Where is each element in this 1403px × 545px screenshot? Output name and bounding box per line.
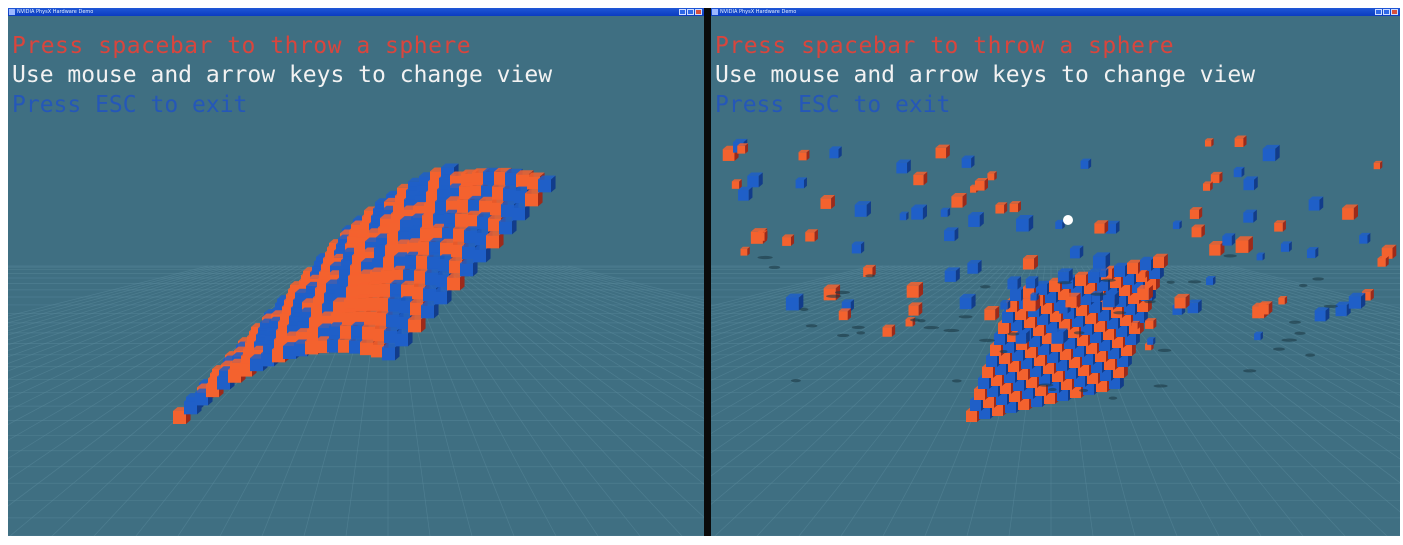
hud-spacebar-hint: Press spacebar to throw a sphere — [715, 33, 1175, 59]
minimize-button[interactable] — [1375, 9, 1382, 15]
window-title: NVIDIA PhysX Hardware Demo — [720, 9, 797, 15]
thrown-sphere — [1063, 215, 1073, 225]
cube-block — [966, 253, 1168, 422]
hud-exit-hint: Press ESC to exit — [12, 92, 248, 118]
hud-spacebar-hint: Press spacebar to throw a sphere — [12, 33, 472, 59]
title-bar[interactable]: NVIDIA PhysX Hardware Demo — [8, 8, 704, 16]
hud-view-hint: Use mouse and arrow keys to change view — [12, 62, 553, 88]
demo-window-left[interactable]: NVIDIA PhysX Hardware Demo Press spaceba… — [8, 8, 704, 536]
close-button[interactable] — [695, 9, 702, 15]
window-title: NVIDIA PhysX Hardware Demo — [17, 9, 94, 15]
minimize-button[interactable] — [679, 9, 686, 15]
window-controls — [679, 9, 702, 15]
cube-wall — [173, 163, 556, 424]
scene-view-exploding-wall[interactable] — [711, 16, 1400, 536]
hud-exit-hint: Press ESC to exit — [715, 92, 951, 118]
window-divider — [704, 8, 711, 536]
app-icon — [712, 9, 718, 15]
demo-window-right[interactable]: NVIDIA PhysX Hardware Demo Press spaceba… — [711, 8, 1400, 536]
app-icon — [9, 9, 15, 15]
maximize-button[interactable] — [687, 9, 694, 15]
hud-view-hint: Use mouse and arrow keys to change view — [715, 62, 1256, 88]
scene-view-intact-wall[interactable] — [8, 16, 704, 536]
close-button[interactable] — [1391, 9, 1398, 15]
flying-debris — [722, 135, 1397, 400]
window-controls — [1375, 9, 1398, 15]
title-bar[interactable]: NVIDIA PhysX Hardware Demo — [711, 8, 1400, 16]
maximize-button[interactable] — [1383, 9, 1390, 15]
